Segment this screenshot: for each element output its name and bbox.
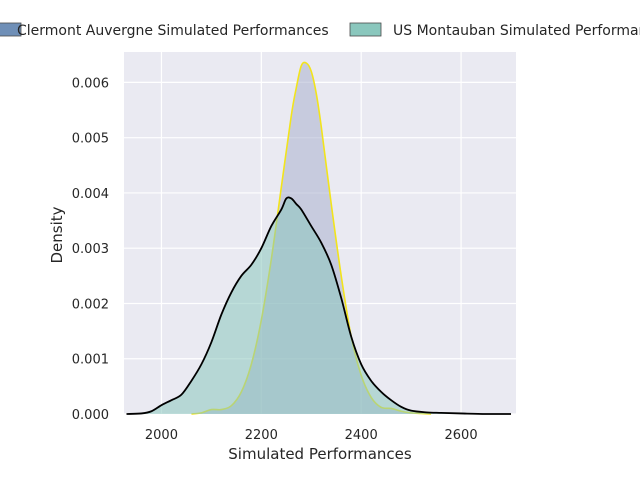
y-tick-label: 0.000 — [72, 408, 109, 423]
x-tick-label: 2000 — [145, 428, 178, 443]
y-tick-label: 0.005 — [72, 132, 109, 147]
y-tick-label: 0.002 — [72, 297, 109, 312]
x-axis-label: Simulated Performances — [228, 445, 412, 463]
series-2-line — [126, 196, 512, 415]
legend: Clermont Auvergne Simulated Performances… — [0, 22, 640, 39]
y-axis-label: Density — [48, 206, 66, 263]
legend-label: Clermont Auvergne Simulated Performances — [17, 23, 329, 39]
y-axis-ticks: 0.000 0.001 0.002 0.003 0.004 0.005 0.006 — [72, 76, 109, 423]
x-axis-ticks: 2000 2200 2400 2600 — [145, 428, 478, 443]
legend-swatch — [349, 22, 382, 37]
x-tick-label: 2400 — [345, 428, 378, 443]
x-tick-label: 2600 — [445, 428, 478, 443]
x-tick-label: 2200 — [245, 428, 278, 443]
legend-swatch — [0, 22, 22, 37]
series-2-area — [126, 197, 512, 414]
y-tick-label: 0.003 — [72, 242, 109, 257]
y-tick-label: 0.001 — [72, 353, 109, 368]
y-tick-label: 0.006 — [72, 76, 109, 91]
y-tick-label: 0.004 — [72, 187, 109, 202]
legend-label: US Montauban Simulated Performances — [393, 23, 640, 39]
series-layer — [126, 61, 512, 415]
